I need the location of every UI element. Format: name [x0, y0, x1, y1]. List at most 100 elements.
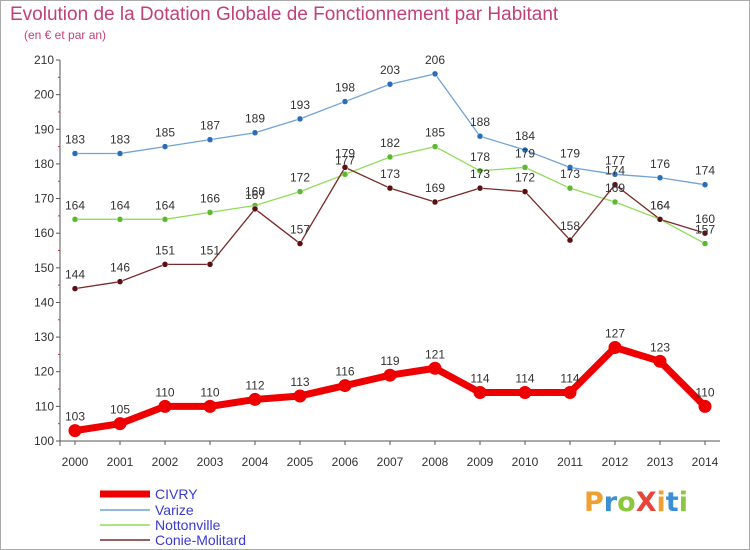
- data-label-varize: 179: [560, 146, 580, 160]
- logo-letter: P: [584, 487, 604, 518]
- data-point-civry: [428, 361, 442, 375]
- y-tick-label: 100: [34, 434, 54, 448]
- y-tick-label: 130: [34, 330, 54, 344]
- data-label-civry: 116: [335, 365, 354, 379]
- data-label-nottonville: 164: [65, 198, 85, 212]
- data-label-conie-molitard: 151: [200, 243, 220, 257]
- y-tick-label: 120: [34, 365, 54, 379]
- data-label-varize: 189: [245, 112, 265, 126]
- data-label-conie-molitard: 146: [110, 261, 130, 275]
- data-point-varize: [476, 132, 484, 140]
- data-point-conie-molitard: [206, 261, 214, 268]
- x-tick-label: 2012: [602, 455, 629, 469]
- data-label-varize: 177: [605, 153, 625, 167]
- data-point-varize: [386, 80, 394, 88]
- data-point-conie-molitard: [521, 188, 529, 195]
- data-point-civry: [68, 424, 82, 438]
- x-tick-label: 2003: [197, 455, 224, 469]
- data-label-nottonville: 168: [245, 184, 265, 198]
- proxiti-logo: ProXiti: [584, 487, 688, 518]
- data-point-varize: [251, 129, 259, 136]
- data-point-conie-molitard: [116, 278, 124, 285]
- data-label-varize: 176: [650, 157, 670, 171]
- data-point-conie-molitard: [476, 184, 484, 192]
- data-point-civry: [203, 399, 217, 413]
- data-label-conie-molitard: 160: [695, 212, 715, 226]
- y-tick-label: 180: [34, 157, 54, 171]
- data-label-civry: 105: [110, 403, 130, 417]
- y-tick-label: 200: [34, 88, 54, 102]
- data-label-nottonville: 172: [290, 171, 310, 185]
- data-label-varize: 185: [155, 126, 175, 140]
- legend-label-conie-molitard: Conie-Molitard: [155, 532, 246, 548]
- data-label-civry: 103: [65, 410, 85, 424]
- logo-letter: t: [665, 487, 679, 518]
- data-label-conie-molitard: 157: [290, 223, 310, 237]
- data-label-civry: 121: [425, 347, 445, 361]
- logo-letter: i: [656, 487, 666, 518]
- x-tick-label: 2007: [377, 455, 404, 469]
- data-point-conie-molitard: [566, 236, 574, 244]
- data-point-civry: [383, 368, 397, 382]
- data-point-civry: [473, 386, 487, 400]
- data-point-nottonville: [611, 198, 619, 206]
- y-tick-label: 160: [34, 226, 54, 240]
- data-point-nottonville: [71, 216, 79, 223]
- data-point-varize: [611, 171, 619, 178]
- data-label-conie-molitard: 172: [515, 171, 535, 185]
- data-label-conie-molitard: 158: [560, 219, 580, 233]
- data-label-civry: 123: [650, 340, 670, 354]
- data-label-conie-molitard: 173: [380, 167, 400, 181]
- data-label-nottonville: 173: [560, 167, 580, 181]
- y-tick-label: 140: [34, 295, 54, 309]
- x-tick-label: 2006: [332, 455, 359, 469]
- data-point-civry: [338, 379, 352, 393]
- data-label-conie-molitard: 173: [470, 167, 490, 181]
- data-label-varize: 198: [335, 81, 355, 95]
- logo-letter: r: [603, 487, 618, 518]
- data-point-varize: [296, 115, 304, 123]
- y-tick-label: 210: [34, 53, 54, 67]
- x-tick-label: 2011: [557, 455, 583, 469]
- data-point-conie-molitard: [71, 285, 79, 292]
- data-label-conie-molitard: 179: [335, 146, 355, 160]
- legend-label-civry: CIVRY: [155, 486, 198, 502]
- data-point-nottonville: [566, 184, 574, 192]
- data-label-varize: 174: [695, 164, 715, 178]
- data-label-nottonville: 164: [155, 198, 175, 212]
- chart-subtitle: (en € et par an): [24, 28, 107, 42]
- data-point-conie-molitard: [656, 216, 664, 223]
- data-point-nottonville: [206, 209, 214, 216]
- data-label-civry: 127: [605, 326, 625, 340]
- data-label-nottonville: 177: [335, 153, 355, 167]
- data-label-nottonville: 157: [695, 223, 715, 237]
- data-label-nottonville: 169: [605, 181, 625, 195]
- data-point-conie-molitard: [431, 198, 439, 206]
- data-point-civry: [113, 417, 127, 431]
- data-label-nottonville: 179: [515, 146, 535, 160]
- chart-axes: 100 110 120 130 140 150 160 170 180 190 200 210 2000…: [34, 53, 720, 469]
- data-point-nottonville: [521, 164, 529, 171]
- data-label-civry: 110: [695, 385, 714, 399]
- data-point-nottonville: [701, 240, 709, 247]
- data-label-conie-molitard: 151: [155, 243, 175, 257]
- data-point-civry: [248, 392, 262, 406]
- data-point-civry: [563, 386, 577, 400]
- data-point-nottonville: [386, 153, 394, 161]
- chart-lines: [68, 70, 712, 438]
- data-label-conie-molitard: 164: [650, 198, 670, 212]
- data-point-civry: [653, 354, 667, 368]
- data-point-civry: [518, 386, 532, 400]
- data-label-varize: 183: [65, 133, 85, 147]
- data-point-varize: [206, 136, 214, 143]
- x-tick-label: 2005: [287, 455, 314, 469]
- data-point-conie-molitard: [701, 229, 709, 237]
- data-point-varize: [656, 174, 664, 182]
- data-label-nottonville: 166: [200, 191, 220, 205]
- data-point-nottonville: [431, 143, 439, 150]
- data-point-varize: [566, 164, 574, 171]
- data-label-varize: 206: [425, 53, 445, 67]
- x-tick-label: 2001: [107, 455, 134, 469]
